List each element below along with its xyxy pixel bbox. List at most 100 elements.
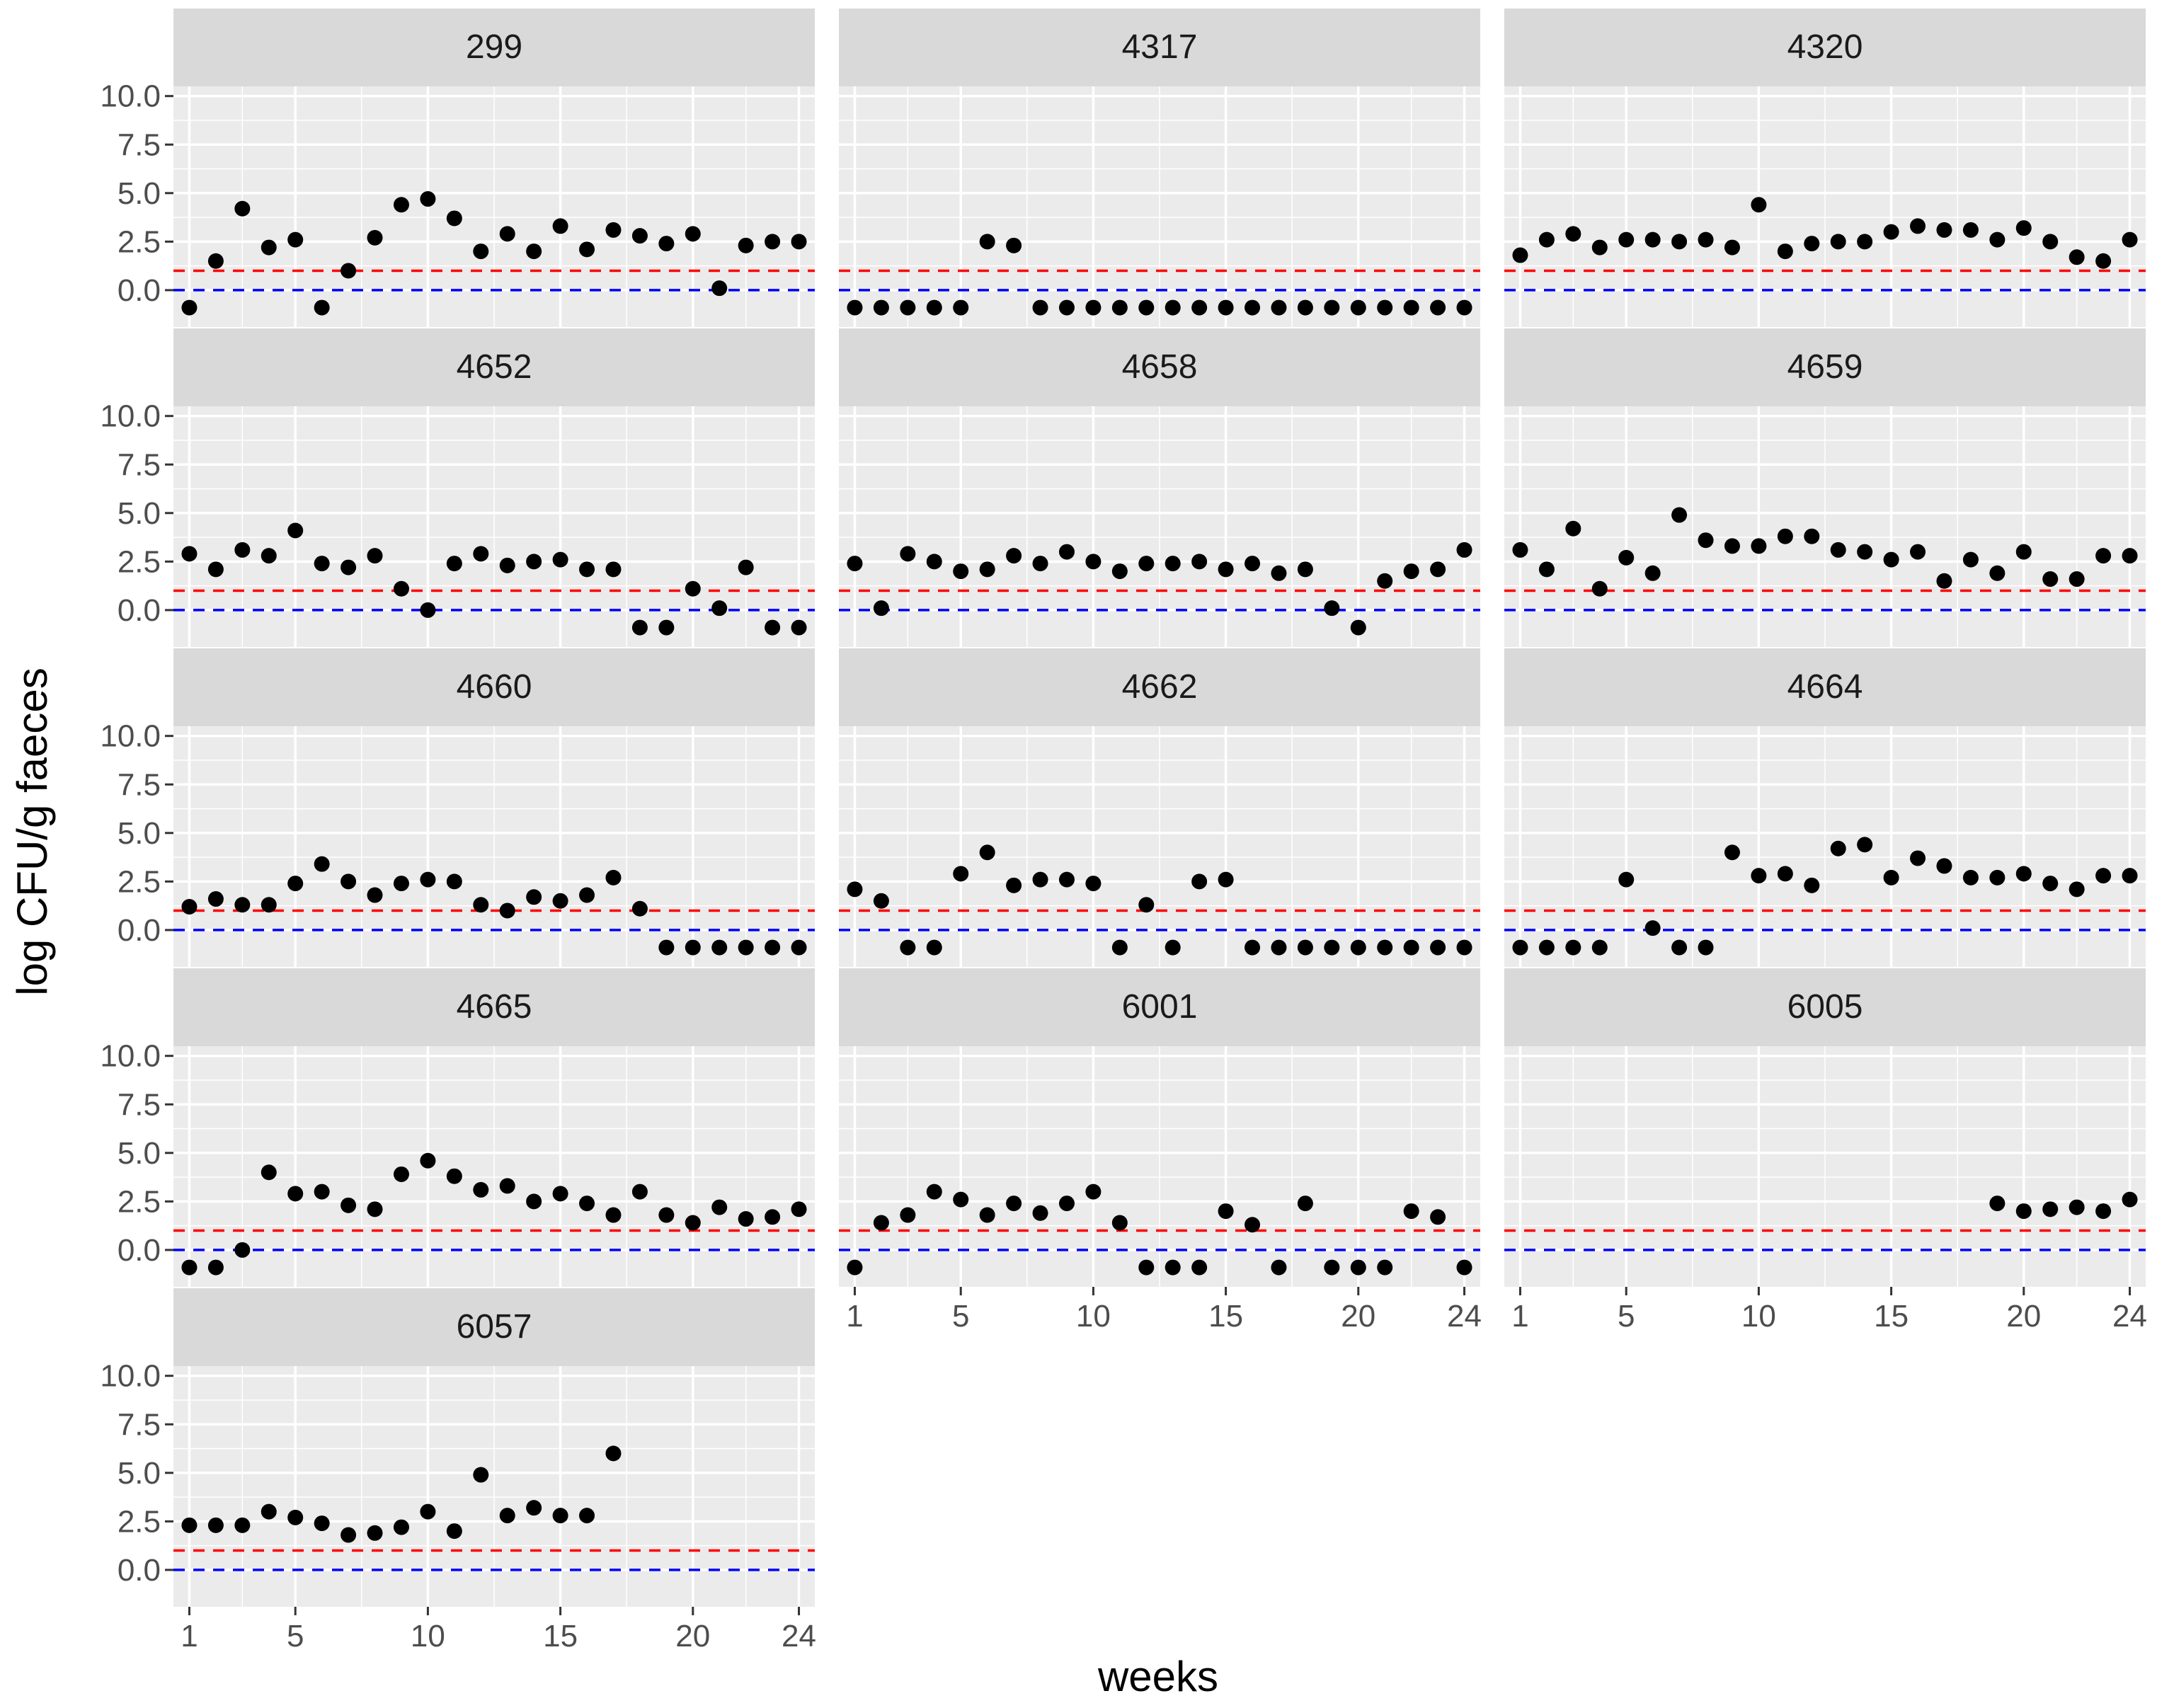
data-point <box>473 546 489 562</box>
data-point <box>685 939 701 956</box>
data-point <box>420 1503 436 1520</box>
data-point <box>1962 222 1979 238</box>
data-point <box>1804 528 1820 544</box>
data-point <box>1006 237 1022 253</box>
y-tick-label: 10.0 <box>100 719 161 754</box>
facet-strip <box>1504 968 2146 1046</box>
data-point <box>2015 544 2032 560</box>
data-point <box>526 1500 542 1516</box>
data-point <box>287 1186 304 1202</box>
data-point <box>2122 868 2138 884</box>
data-point <box>341 559 357 575</box>
data-point <box>1165 939 1181 956</box>
data-point <box>1512 247 1528 263</box>
data-point <box>2015 1203 2032 1220</box>
data-point <box>847 881 863 898</box>
data-point <box>1191 873 1208 890</box>
y-tick-label: 10.0 <box>100 399 161 434</box>
y-tick-label: 0.0 <box>118 593 161 628</box>
y-tick-label: 10.0 <box>100 79 161 114</box>
facet-panel-4652: 4652 0.0 2.5 5.0 7.5 10.0 <box>100 328 815 647</box>
facet-strip-label: 4658 <box>1122 348 1198 386</box>
data-point <box>1671 939 1688 956</box>
data-point <box>1565 939 1581 956</box>
data-point <box>1830 840 1846 856</box>
data-point <box>393 1519 409 1535</box>
data-point <box>685 580 701 597</box>
data-point <box>499 1178 515 1194</box>
data-point <box>181 299 198 316</box>
data-point <box>1883 869 1899 885</box>
facet-strip-label: 4317 <box>1122 28 1198 66</box>
data-point <box>631 619 648 636</box>
data-point <box>1111 299 1128 316</box>
facet-panel-4662: 4662 <box>839 648 1480 967</box>
data-point <box>1644 565 1661 581</box>
data-point <box>1910 850 1926 866</box>
data-point <box>1271 565 1287 581</box>
facet-strip <box>839 968 1480 1046</box>
data-point <box>420 871 436 888</box>
data-point <box>261 1164 277 1181</box>
x-tick-label: 15 <box>543 1619 578 1653</box>
data-point <box>1111 563 1128 580</box>
data-point <box>1989 1196 2006 1212</box>
data-point <box>526 1193 542 1210</box>
data-point <box>1218 561 1234 578</box>
data-point <box>1804 236 1820 252</box>
data-point <box>420 1152 436 1169</box>
data-point <box>1936 858 1952 874</box>
data-point <box>953 866 969 882</box>
data-point <box>1430 561 1446 578</box>
data-point <box>1085 876 1102 892</box>
data-point <box>446 1523 462 1540</box>
data-point <box>979 844 995 861</box>
facet-strip-label: 4320 <box>1787 28 1863 66</box>
data-point <box>1538 561 1555 578</box>
data-point <box>1456 299 1472 316</box>
data-point <box>473 243 489 260</box>
x-tick-label: 24 <box>1447 1299 1482 1334</box>
data-point <box>181 546 198 562</box>
data-point <box>1245 556 1261 572</box>
data-point <box>393 876 409 892</box>
data-point <box>1989 565 2006 581</box>
x-tick-label: 24 <box>782 1619 816 1653</box>
data-point <box>1512 541 1528 558</box>
data-point <box>2015 220 2032 236</box>
x-tick-label: 1 <box>181 1619 198 1653</box>
data-point <box>499 557 515 573</box>
data-point <box>1191 554 1208 570</box>
data-point <box>473 1181 489 1198</box>
data-point <box>393 1166 409 1182</box>
data-point <box>1698 532 1714 549</box>
x-tick-label: 10 <box>1076 1299 1111 1334</box>
data-point <box>1403 1203 1419 1220</box>
data-point <box>526 243 542 260</box>
data-point <box>1698 939 1714 956</box>
data-point <box>711 600 728 617</box>
x-tick-label: 10 <box>411 1619 445 1653</box>
data-point <box>1058 1196 1075 1212</box>
data-point <box>605 1207 622 1223</box>
data-point <box>314 556 330 572</box>
data-point <box>579 561 595 578</box>
facet-strip <box>839 648 1480 726</box>
facet-strip <box>1504 328 2146 406</box>
x-tick-label: 20 <box>675 1619 710 1653</box>
facet-panel-299: 299 0.0 2.5 5.0 7.5 10.0 <box>100 8 815 327</box>
data-point <box>711 280 728 297</box>
data-point <box>1297 299 1313 316</box>
data-point <box>207 891 224 907</box>
data-point <box>499 902 515 919</box>
data-point <box>2069 881 2085 898</box>
data-point <box>1989 869 2006 885</box>
data-point <box>1804 877 1820 893</box>
data-point <box>1324 600 1340 617</box>
data-point <box>207 1517 224 1533</box>
data-point <box>207 1259 224 1276</box>
data-point <box>234 541 251 558</box>
data-point <box>579 241 595 258</box>
data-point <box>1377 573 1393 589</box>
